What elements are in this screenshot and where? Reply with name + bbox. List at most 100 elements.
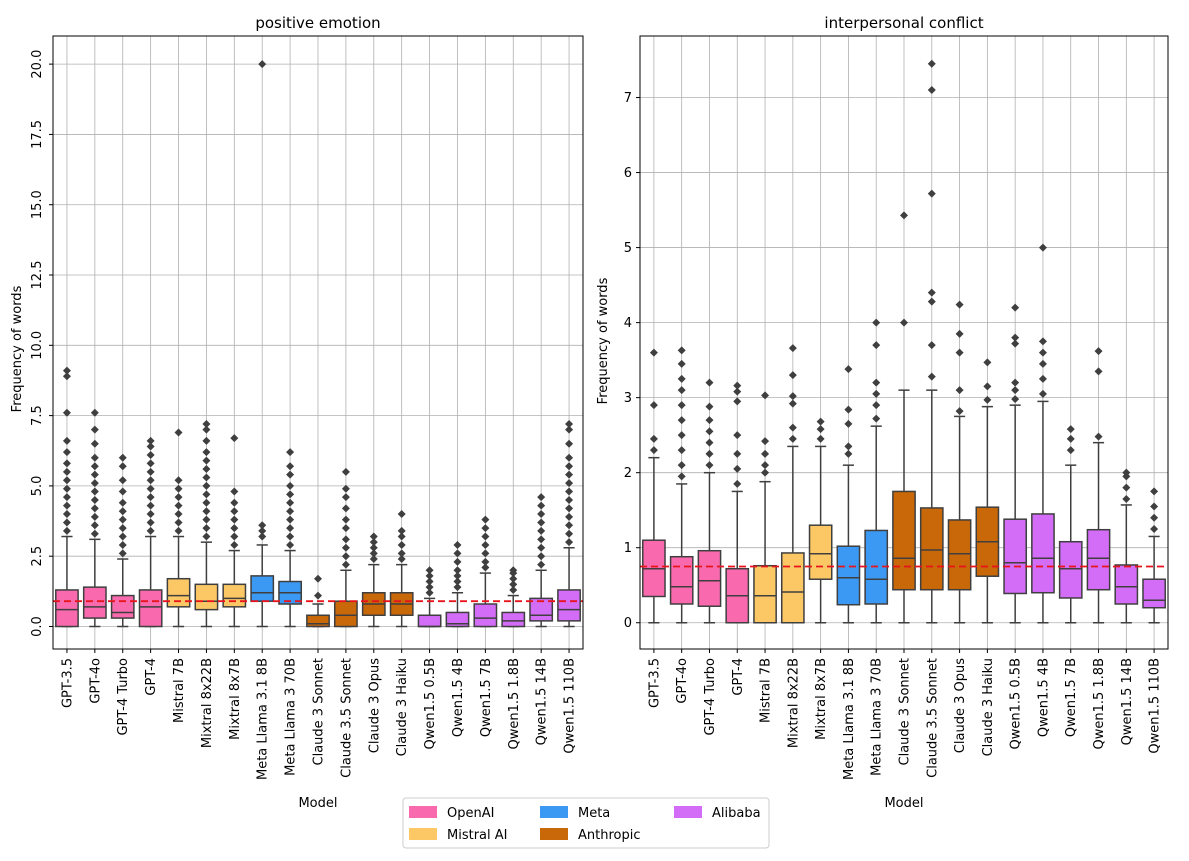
outlier-point	[788, 399, 797, 408]
outlier-point	[90, 470, 99, 479]
outlier-point	[705, 416, 714, 425]
box-iqr	[753, 564, 777, 624]
outlier-point	[983, 395, 992, 404]
x-tick-label: Claude 3.5 Sonnet	[925, 658, 940, 778]
y-axis-label: Frequency of words	[596, 277, 611, 404]
outlier-point	[565, 529, 574, 538]
outlier-point	[705, 438, 714, 447]
box-iqr	[1114, 564, 1139, 605]
x-tick-label: GPT-4 Turbo	[703, 658, 718, 736]
outlier-point	[677, 359, 686, 368]
legend-item-alibaba: Alibaba	[674, 806, 761, 821]
outlier-point	[90, 512, 99, 521]
box-qwen1-5-7b	[1058, 425, 1083, 624]
legend-item-mistral-ai: Mistral AI	[409, 828, 507, 843]
outlier-point	[341, 493, 350, 502]
x-tick-label: Qwen1.5 4B	[451, 658, 466, 737]
x-tick-label: Qwen1.5 0.5B	[1009, 658, 1024, 750]
box-qwen1-5-7b	[473, 515, 498, 628]
box-claude-3-sonnet	[306, 574, 330, 628]
outlier-point	[983, 382, 992, 391]
box-iqr	[501, 611, 526, 628]
box-iqr	[138, 589, 163, 628]
outlier-point	[788, 392, 797, 401]
y-tick-label: 1	[624, 541, 632, 556]
box-iqr	[222, 583, 247, 608]
outlier-point	[174, 510, 183, 519]
box-qwen1-5-0-5b	[417, 566, 442, 628]
x-tick-label: Qwen1.5 1.8B	[507, 658, 522, 750]
legend-label-alibaba: Alibaba	[712, 806, 761, 821]
outlier-point	[90, 529, 99, 538]
outlier-point	[397, 549, 406, 558]
outlier-point	[118, 498, 127, 507]
outlier-point	[146, 436, 155, 445]
outlier-point	[705, 461, 714, 470]
outlier-point	[341, 552, 350, 561]
outlier-point	[761, 437, 770, 446]
outlier-point	[369, 549, 378, 558]
x-tick-label: GPT-4 Turbo	[116, 658, 131, 736]
outlier-point	[788, 434, 797, 443]
box-iqr	[1086, 528, 1111, 591]
outlier-point	[1038, 337, 1047, 346]
x-tick-label: Qwen1.5 7B	[1064, 658, 1079, 737]
outlier-point	[174, 526, 183, 535]
outlier-point	[509, 585, 518, 594]
outlier-point	[733, 431, 742, 440]
legend-item-openai: OpenAI	[409, 806, 494, 821]
outlier-point	[230, 434, 239, 443]
outlier-point	[118, 532, 127, 541]
box-iqr	[557, 589, 581, 622]
outlier-point	[453, 571, 462, 580]
outlier-point	[146, 518, 155, 527]
outlier-point	[90, 408, 99, 417]
box-qwen1-5-14b	[1114, 468, 1139, 624]
outlier-point	[146, 442, 155, 451]
y-ticks: 0.0 2.5 5.0 7.5 10.0 12.5 15.0 17.5 20.0	[30, 50, 53, 637]
outlier-point	[481, 563, 490, 572]
outlier-point	[453, 540, 462, 549]
outlier-point	[955, 386, 964, 395]
outlier-point	[565, 538, 574, 547]
outlier-point	[733, 479, 742, 488]
outlier-point	[481, 515, 490, 524]
outlier-point	[341, 484, 350, 493]
box-iqr	[110, 594, 135, 619]
outlier-point	[258, 521, 267, 530]
outlier-point	[1122, 468, 1131, 477]
outlier-point	[202, 532, 211, 541]
outlier-point	[118, 476, 127, 485]
x-tick-label: GPT-4o	[88, 658, 103, 704]
x-tick-label: GPT-4	[731, 658, 746, 696]
x-tick-label: Mistral 7B	[172, 658, 187, 723]
outlier-point	[230, 487, 239, 496]
outlier-point	[425, 588, 434, 597]
outlier-point	[62, 518, 71, 527]
outlier-point	[1094, 432, 1103, 441]
y-tick-label: 7	[624, 91, 632, 106]
outlier-point	[202, 515, 211, 524]
outlier-point	[816, 417, 825, 426]
outlier-point	[146, 467, 155, 476]
box-claude-3-5-sonnet	[919, 59, 944, 624]
outlier-point	[202, 524, 211, 533]
box-iqr	[1003, 518, 1028, 595]
y-tick-label: 5	[624, 241, 632, 256]
box-gpt-4	[138, 436, 163, 628]
outlier-point	[174, 493, 183, 502]
outlier-point	[118, 462, 127, 471]
outlier-point	[900, 211, 908, 220]
outlier-point	[733, 387, 742, 396]
x-axis-label: Model	[884, 796, 923, 811]
outlier-point	[230, 532, 239, 541]
chart-positive-emotion: positive emotion Frequency of words Mode…	[10, 14, 584, 811]
outlier-point	[537, 493, 546, 502]
outlier-point	[565, 425, 574, 434]
outlier-point	[733, 449, 742, 458]
box-meta-llama-3-1-8b	[250, 60, 275, 628]
outlier-point	[146, 484, 155, 493]
outlier-point	[62, 493, 71, 502]
legend-swatch-mistral-ai	[409, 828, 437, 840]
